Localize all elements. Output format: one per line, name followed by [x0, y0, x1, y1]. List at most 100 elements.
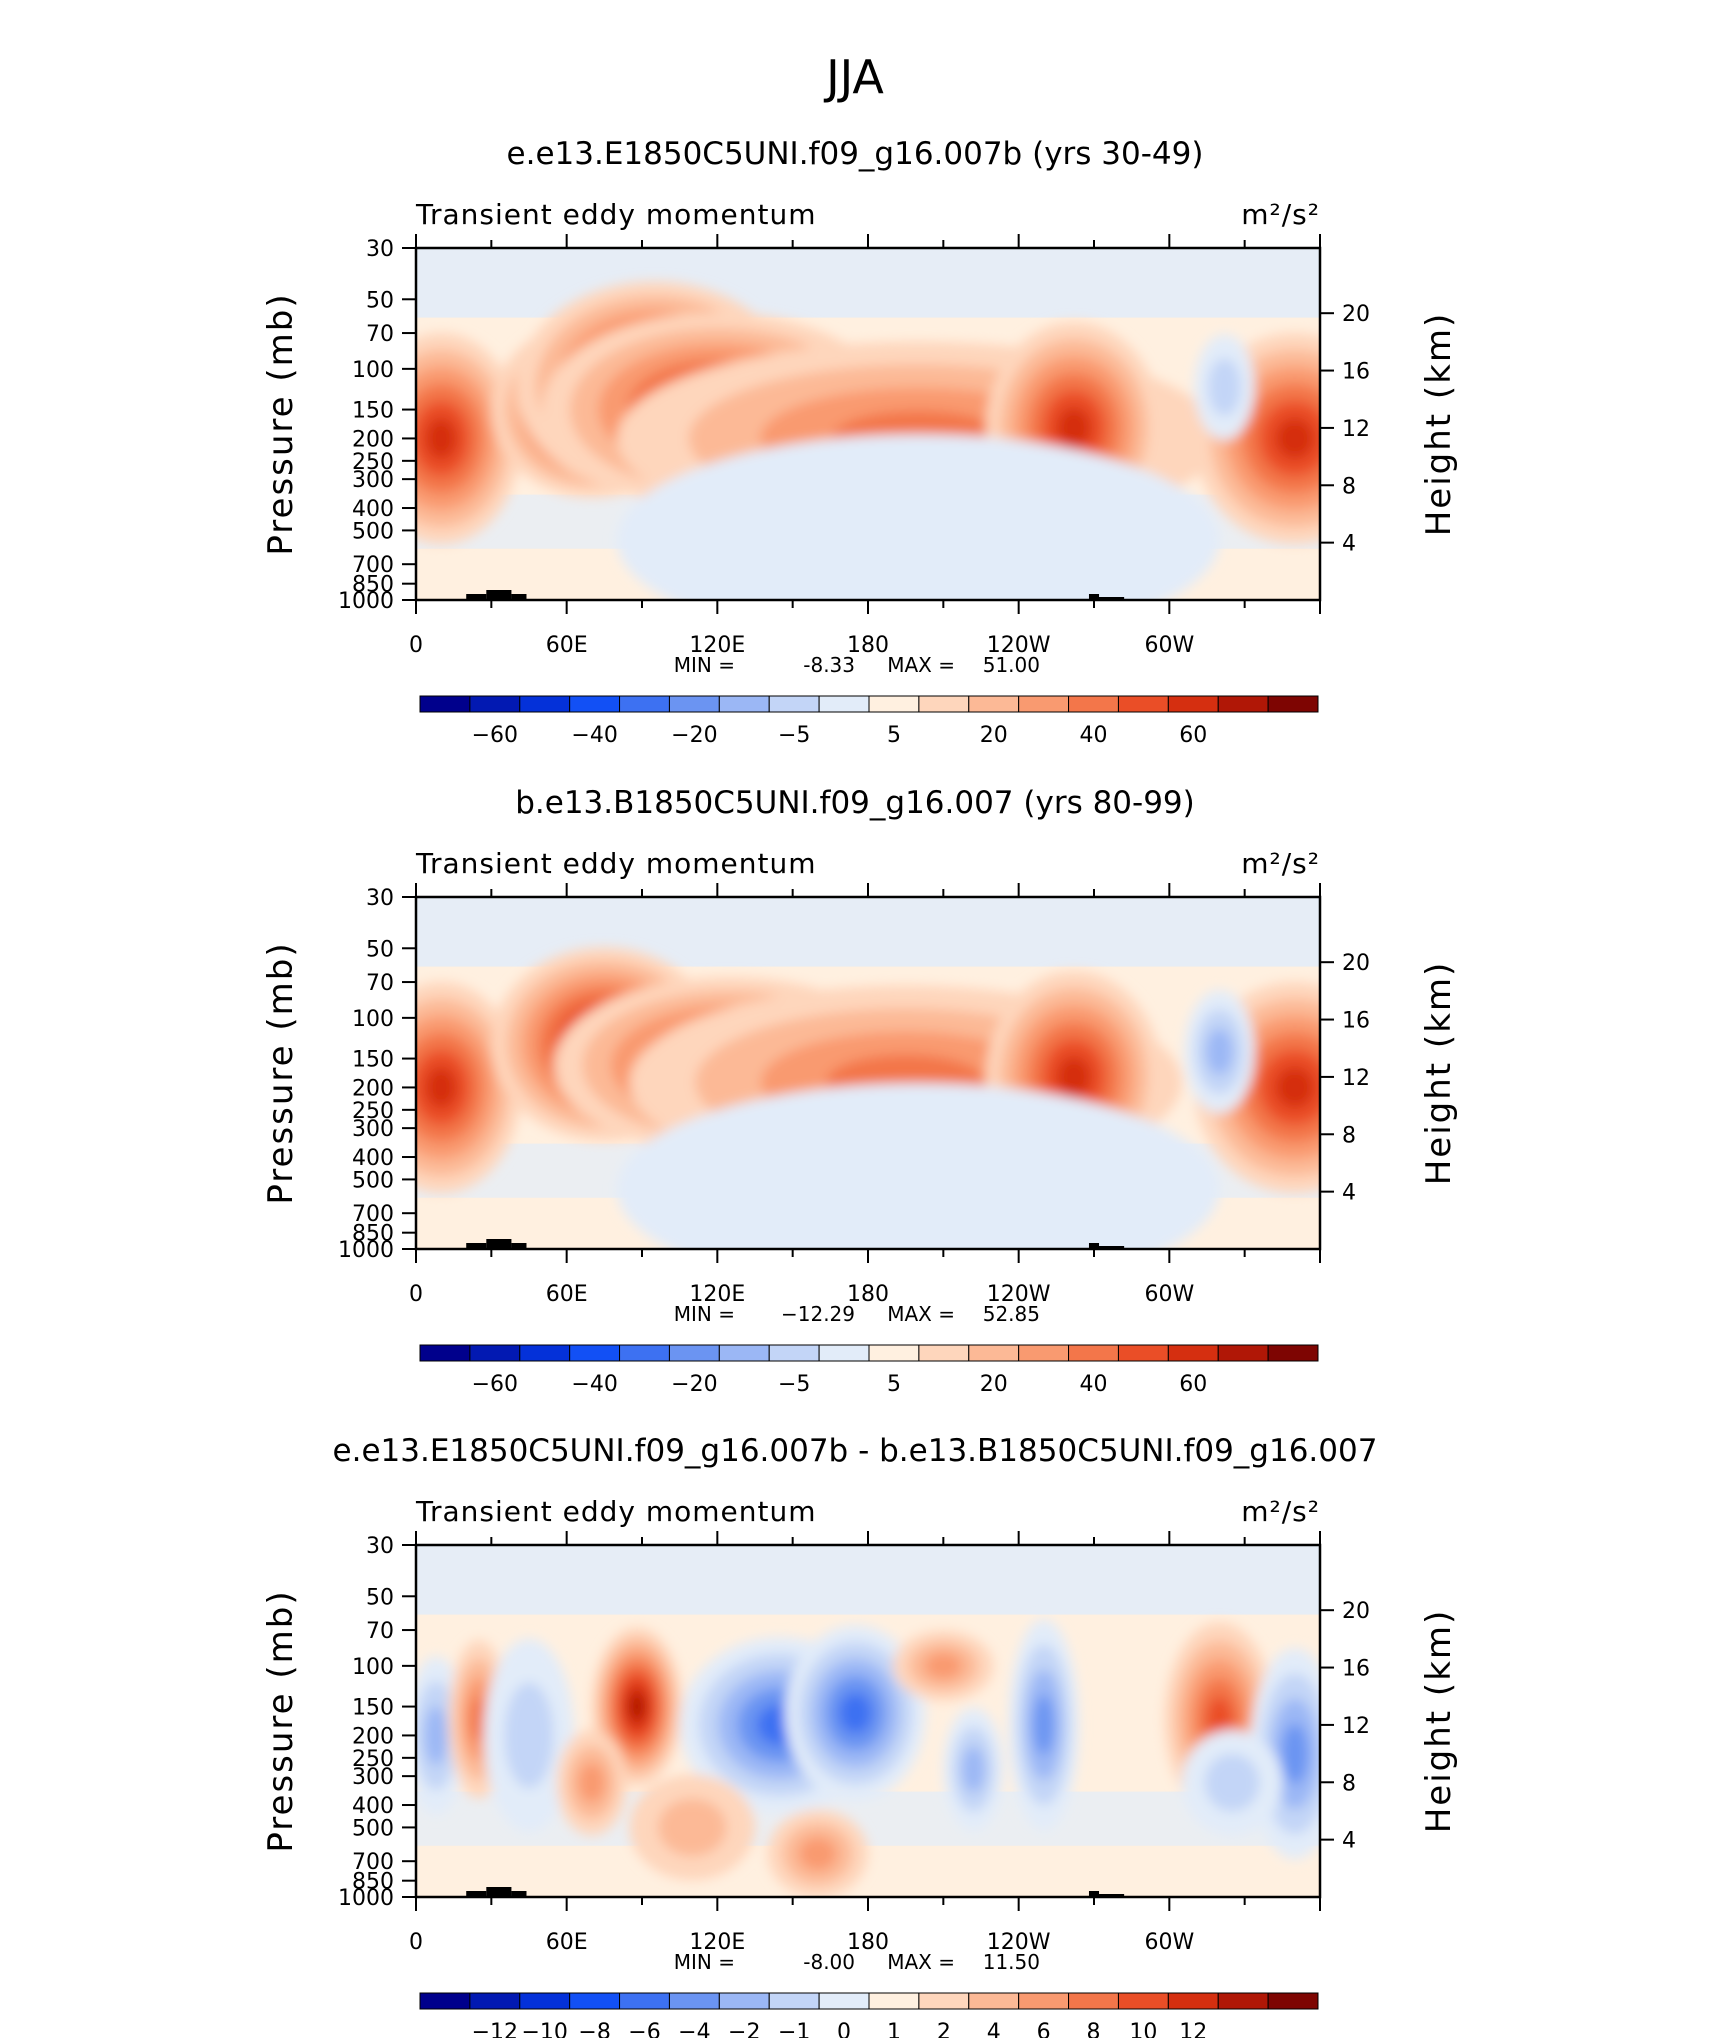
contour-level: [839, 1692, 872, 1734]
y-tick-label: 250: [352, 1747, 394, 1772]
terrain-block: [466, 1891, 487, 1897]
colorbar-swatch: [1267, 1992, 1319, 2010]
x-tick-label: 120E: [689, 633, 745, 658]
terrain-block: [511, 1243, 527, 1249]
colorbar-label: 40: [1080, 723, 1108, 748]
max-label: MAX =: [887, 1302, 955, 1326]
colorbar-swatch: [968, 695, 1020, 713]
y-tick-label: 70: [366, 322, 394, 347]
y2-tick-label: 12: [1342, 417, 1370, 442]
panel-title: e.e13.E1850C5UNI.f09_g16.007b (yrs 30-49…: [507, 136, 1204, 172]
max-value: 52.85: [983, 1302, 1040, 1326]
y-tick-label: 70: [366, 1619, 394, 1644]
colorbar-swatch: [569, 695, 621, 713]
contour-level: [425, 418, 457, 459]
colorbar-label: −4: [678, 2020, 710, 2038]
colorbar-swatch: [419, 695, 471, 713]
colorbar-swatch: [619, 695, 670, 713]
contour-level: [616, 434, 1220, 600]
x-tick-label: 0: [409, 633, 423, 658]
max-label: MAX =: [887, 1950, 955, 1974]
terrain-block: [1088, 1243, 1100, 1249]
y2-tick-label: 4: [1342, 532, 1356, 557]
upper-negative-band: [416, 1545, 1320, 1615]
y-tick-label: 100: [352, 1007, 394, 1032]
contour-level: [424, 1705, 448, 1766]
y-tick-label: 30: [366, 886, 394, 911]
x-tick-label: 120E: [689, 1930, 745, 1955]
x-tick-label: 60E: [546, 633, 588, 658]
colorbar-label: 2: [937, 2020, 951, 2038]
colorbar-swatch: [469, 1992, 521, 2010]
colorbar-swatch: [918, 695, 970, 713]
terrain-block: [1088, 594, 1100, 600]
contour-blobs: [416, 947, 1320, 1249]
colorbar-swatch: [419, 1992, 471, 2010]
colorbar-label: −60: [472, 1372, 518, 1397]
panel-3: e.e13.E1850C5UNI.f09_g16.007b - b.e13.B1…: [261, 1433, 1459, 2038]
y-tick-label: 500: [352, 1168, 394, 1193]
panel-title: e.e13.E1850C5UNI.f09_g16.007b - b.e13.B1…: [333, 1433, 1378, 1469]
y-tick-label: 100: [352, 358, 394, 383]
colorbar-swatch: [1117, 695, 1169, 713]
min-label: MIN =: [674, 1302, 735, 1326]
y-axis-title: Pressure (mb): [261, 292, 301, 555]
colorbar-swatch: [718, 1344, 770, 1362]
terrain-block: [1099, 597, 1125, 600]
y-tick-label: 700: [352, 553, 394, 578]
colorbar-swatch: [1267, 695, 1319, 713]
colorbar-swatch: [469, 1344, 521, 1362]
colorbar-swatch: [918, 1344, 970, 1362]
contour-level: [578, 1762, 605, 1803]
colorbar-label: −20: [671, 723, 717, 748]
y-tick-label: 150: [352, 1696, 394, 1721]
colorbar-swatch: [1217, 695, 1269, 713]
colorbar-swatch: [519, 1992, 571, 2010]
colorbar-swatch: [918, 1992, 970, 2010]
y-tick-label: 500: [352, 519, 394, 544]
x-tick-label: 180: [847, 633, 889, 658]
contour-level: [1056, 407, 1091, 449]
y-tick-label: 150: [352, 399, 394, 424]
colorbar: −12 −10 −8 −6 −4 −2 −1 0 1 2 4 6 8 10 12: [419, 1992, 1319, 2038]
terrain: [466, 1887, 1125, 1897]
y2-tick-label: 12: [1342, 1066, 1370, 1091]
y-tick-label: 850: [352, 1222, 394, 1247]
y-tick-label: 70: [366, 971, 394, 996]
x-tick-label: 120W: [987, 1282, 1051, 1307]
colorbar-label: 12: [1179, 2020, 1207, 2038]
colorbar-label: −60: [472, 723, 518, 748]
colorbar-swatch: [768, 1992, 820, 2010]
y-tick-label: 300: [352, 1765, 394, 1790]
colorbar: −60 −40 −20 −5 5 20 40 60: [419, 695, 1319, 748]
contour-level: [425, 1067, 457, 1108]
terrain: [466, 1239, 1125, 1249]
colorbar-swatch: [868, 695, 920, 713]
colorbar-swatch: [718, 695, 770, 713]
y2-tick-label: 8: [1342, 474, 1356, 499]
y-tick-label: 850: [352, 1870, 394, 1895]
colorbar-label: 40: [1080, 1372, 1108, 1397]
max-value: 51.00: [983, 653, 1040, 677]
y2-tick-label: 16: [1342, 1009, 1370, 1034]
colorbar-swatch: [718, 1992, 770, 2010]
contour-level: [1275, 418, 1315, 459]
colorbar-label: 8: [1087, 2020, 1101, 2038]
y-tick-label: 1000: [338, 1886, 394, 1911]
contour-field: [416, 897, 1320, 1249]
colorbar-swatch: [1217, 1344, 1269, 1362]
colorbar-label: 0: [837, 2020, 851, 2038]
contour-level: [1204, 1753, 1260, 1812]
min-label: MIN =: [674, 653, 735, 677]
colorbar-swatch: [1018, 1344, 1070, 1362]
y-tick-label: 50: [366, 1585, 394, 1610]
colorbar-label: −5: [778, 1372, 810, 1397]
contour-field: [416, 1545, 1320, 1897]
colorbar-label: −1: [778, 2020, 810, 2038]
y-tick-label: 400: [352, 497, 394, 522]
colorbar-label: 5: [887, 723, 901, 748]
colorbar-swatch: [668, 1344, 720, 1362]
colorbar-label: 20: [980, 1372, 1008, 1397]
contour-level: [1275, 1067, 1315, 1108]
